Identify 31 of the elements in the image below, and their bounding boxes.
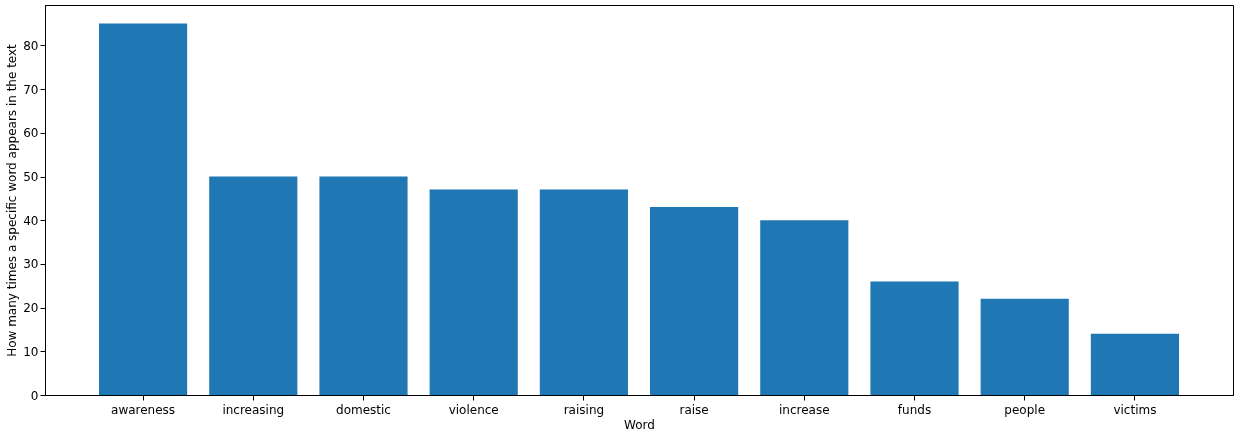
bar [539, 189, 628, 395]
bar [870, 281, 959, 395]
bar [1090, 333, 1179, 395]
bar [760, 220, 849, 395]
x-tick-label: domestic [336, 402, 391, 417]
y-tick-label: 60 [23, 126, 39, 141]
x-tick-label: people [1004, 402, 1046, 417]
bar [429, 189, 518, 395]
bar [209, 176, 298, 395]
x-tick-label: victims [1113, 402, 1157, 417]
y-tick-label: 10 [23, 344, 39, 359]
x-tick-label: funds [897, 402, 932, 417]
y-tick-label: 40 [23, 213, 39, 228]
bar [99, 23, 188, 395]
x-tick-label: awareness [111, 402, 176, 417]
y-tick-label: 30 [23, 257, 39, 272]
bar [650, 207, 739, 395]
x-tick-label: increase [779, 402, 830, 417]
y-tick-label: 70 [23, 82, 39, 97]
y-tick-label: 50 [23, 170, 39, 185]
x-tick-label: increasing [222, 402, 285, 417]
x-axis-title: Word [624, 417, 655, 432]
bar [980, 298, 1069, 395]
y-tick-label: 0 [30, 388, 39, 403]
bar [319, 176, 408, 395]
y-axis-title: How many times a specific word appears in the text [5, 43, 20, 357]
y-tick-label: 80 [23, 38, 39, 53]
x-tick-label: violence [448, 402, 499, 417]
y-tick-label: 20 [23, 301, 39, 316]
x-tick-label: raise [679, 402, 709, 417]
x-tick-label: raising [563, 402, 605, 417]
